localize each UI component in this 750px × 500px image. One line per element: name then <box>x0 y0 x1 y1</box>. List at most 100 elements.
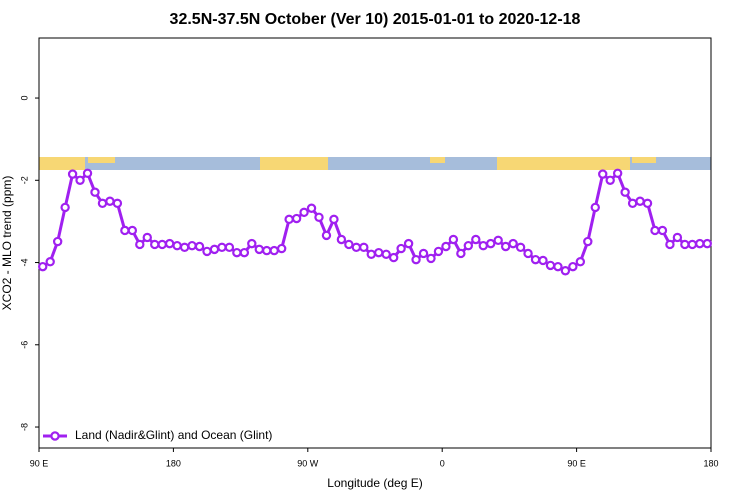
point <box>500 241 511 252</box>
point <box>127 225 138 236</box>
point <box>403 238 414 249</box>
land-segment <box>632 157 656 163</box>
point <box>702 238 712 249</box>
point <box>247 238 257 249</box>
point <box>150 239 160 250</box>
point <box>194 241 205 252</box>
point <box>553 261 563 272</box>
point <box>172 240 182 251</box>
point <box>75 175 85 185</box>
point <box>575 257 586 267</box>
point <box>112 198 123 209</box>
point <box>254 244 264 255</box>
point <box>478 240 488 251</box>
point <box>635 196 645 206</box>
point <box>187 240 197 251</box>
point <box>583 236 593 247</box>
point <box>381 249 391 260</box>
point <box>299 207 309 218</box>
y-tick-label: 0 <box>19 96 29 101</box>
point <box>612 168 623 178</box>
point <box>650 225 660 236</box>
point <box>291 213 302 224</box>
point <box>179 242 190 253</box>
point <box>276 243 287 254</box>
point <box>463 240 474 251</box>
legend-marker <box>50 431 60 441</box>
point <box>45 257 55 267</box>
point <box>329 214 339 225</box>
point <box>344 239 354 250</box>
x-axis-label: Longitude (deg E) <box>327 476 422 490</box>
point <box>321 230 332 241</box>
chart-title: 32.5N-37.5N October (Ver 10) 2015-01-01 … <box>170 11 581 28</box>
y-axis-label: XCO2 - MLO trend (ppm) <box>0 176 14 311</box>
point <box>695 238 705 249</box>
land-segment <box>497 157 630 170</box>
point <box>224 242 235 253</box>
y-tick-label: -4 <box>19 259 29 267</box>
point <box>515 242 526 253</box>
point <box>82 168 93 178</box>
point <box>590 202 600 213</box>
y-tick-label: -2 <box>19 176 29 184</box>
land-segment <box>88 157 115 163</box>
point <box>530 254 541 265</box>
x-tick-label: 0 <box>440 458 445 468</box>
point <box>232 247 242 258</box>
x-tick-label: 90 E <box>30 458 49 468</box>
point <box>60 202 70 213</box>
point <box>433 246 444 257</box>
point <box>665 239 675 250</box>
x-tick-label: 180 <box>703 458 718 468</box>
x-tick-label: 180 <box>166 458 181 468</box>
point <box>471 234 481 245</box>
point <box>52 236 63 247</box>
point <box>164 238 175 249</box>
point <box>67 169 78 179</box>
point <box>620 187 630 197</box>
point <box>672 232 683 243</box>
point <box>456 248 466 259</box>
x-tick-label: 90 E <box>567 458 586 468</box>
point <box>568 261 578 272</box>
point <box>687 239 698 250</box>
point <box>486 238 496 249</box>
point <box>508 238 518 249</box>
point <box>418 248 429 259</box>
point <box>560 266 571 276</box>
point <box>598 169 608 179</box>
point <box>657 225 668 236</box>
point <box>359 242 369 253</box>
point <box>120 225 130 236</box>
point <box>217 242 227 253</box>
point <box>202 246 212 257</box>
point <box>388 252 399 263</box>
point <box>627 198 638 209</box>
land-ocean-strip <box>39 157 711 170</box>
point <box>314 212 324 222</box>
point <box>336 234 347 245</box>
land-segment <box>39 157 85 170</box>
point <box>351 242 362 253</box>
land-segment <box>260 157 328 170</box>
point <box>142 232 152 243</box>
y-tick-label: -8 <box>19 423 29 431</box>
point <box>441 241 451 252</box>
point <box>90 187 100 197</box>
point <box>426 253 436 264</box>
point <box>239 247 250 258</box>
point <box>396 243 406 254</box>
point <box>411 254 421 265</box>
point <box>493 235 503 246</box>
point <box>538 255 548 266</box>
y-tick-label: -6 <box>19 341 29 349</box>
point <box>135 239 145 250</box>
point <box>680 239 690 250</box>
point <box>605 175 615 185</box>
land-segment <box>430 157 445 163</box>
point <box>209 244 220 255</box>
point <box>38 261 48 272</box>
point <box>523 248 533 259</box>
